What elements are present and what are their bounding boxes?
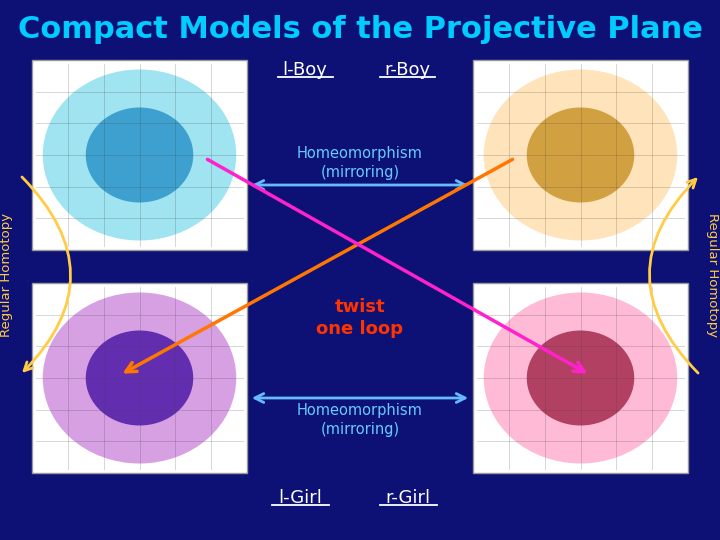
Ellipse shape: [527, 330, 634, 426]
Text: l-Boy: l-Boy: [282, 61, 328, 79]
Ellipse shape: [484, 70, 678, 240]
Text: Compact Models of the Projective Plane: Compact Models of the Projective Plane: [17, 16, 703, 44]
Text: Homeomorphism
(mirroring): Homeomorphism (mirroring): [297, 146, 423, 180]
Bar: [32, 283, 247, 473]
Text: Regular Homotopy: Regular Homotopy: [1, 213, 14, 337]
Ellipse shape: [42, 293, 236, 463]
Text: Homeomorphism
(mirroring): Homeomorphism (mirroring): [297, 403, 423, 437]
Text: Regular Homotopy: Regular Homotopy: [706, 213, 719, 337]
Bar: [473, 60, 688, 250]
Ellipse shape: [527, 107, 634, 202]
Bar: [473, 283, 688, 473]
Text: r-Boy: r-Boy: [384, 61, 430, 79]
Ellipse shape: [484, 293, 678, 463]
Bar: [32, 60, 247, 250]
Text: twist
one loop: twist one loop: [317, 298, 403, 338]
Text: r-Girl: r-Girl: [385, 489, 431, 507]
Ellipse shape: [86, 107, 193, 202]
Ellipse shape: [42, 70, 236, 240]
Text: l-Girl: l-Girl: [278, 489, 322, 507]
Ellipse shape: [86, 330, 193, 426]
